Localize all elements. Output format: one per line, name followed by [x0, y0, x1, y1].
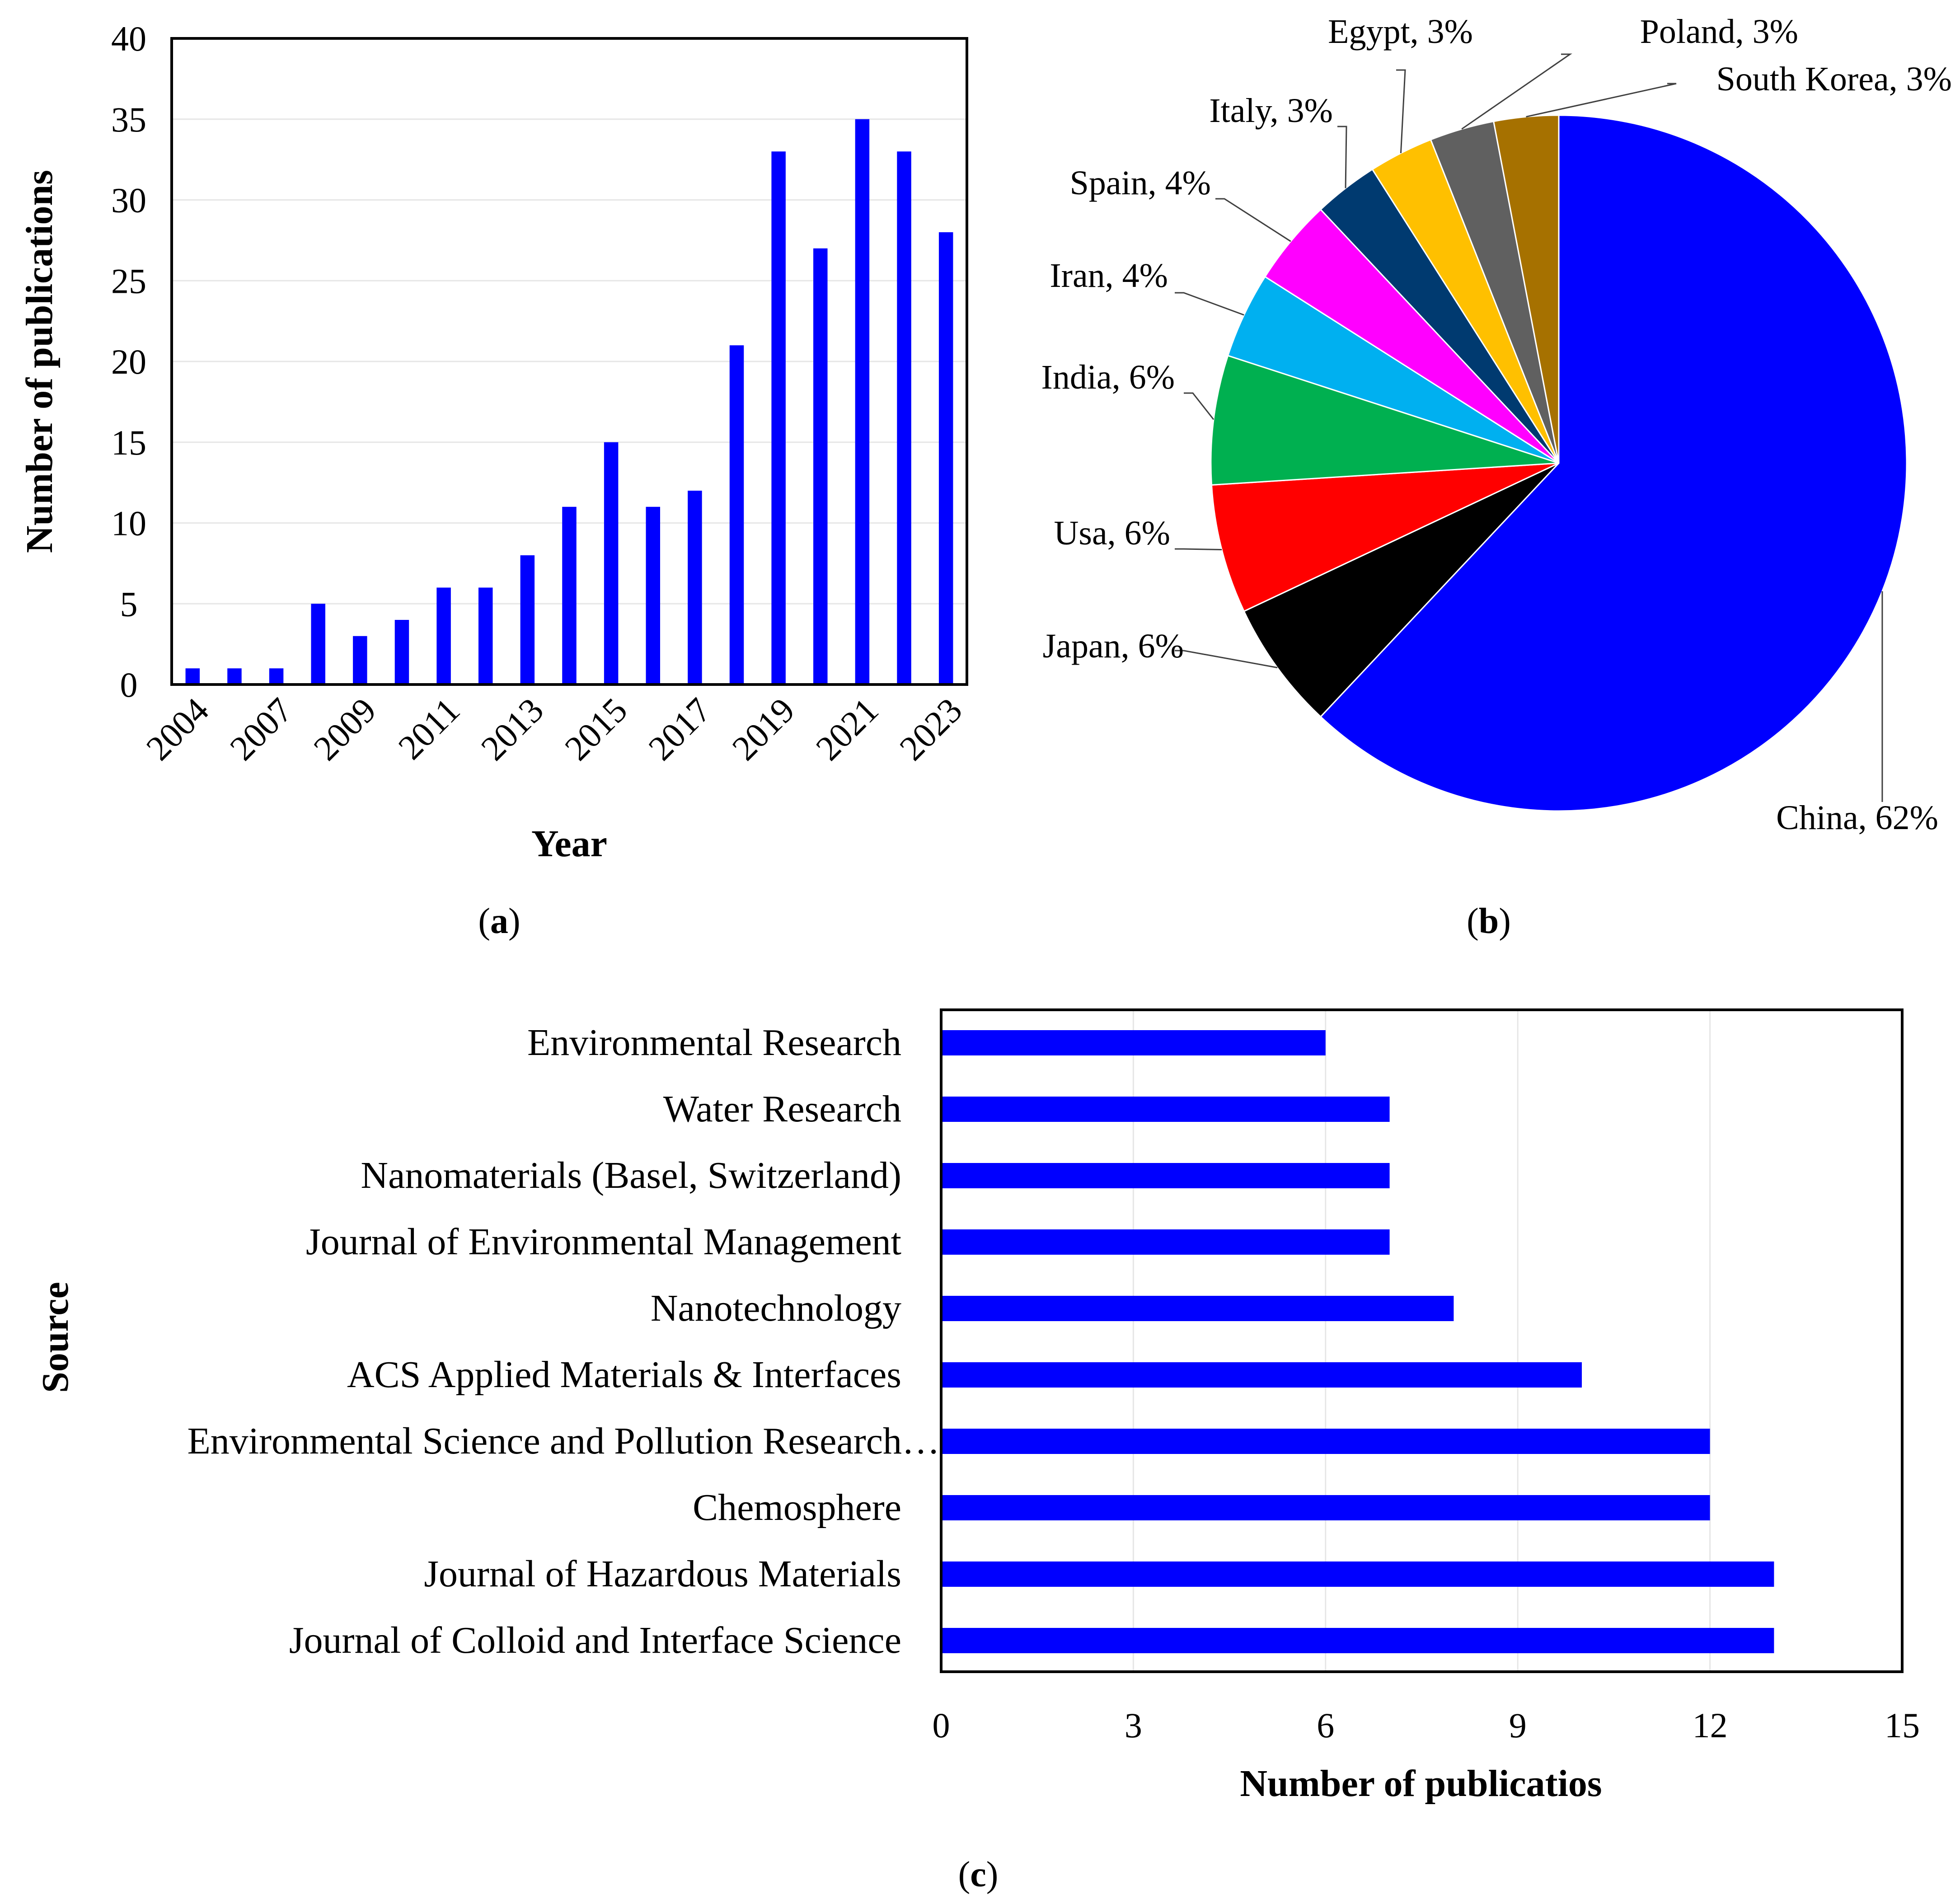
chart-a-bar-2010: [394, 620, 409, 685]
chart-a-y-tick-labels: 0 5 10 15 20 25 30 35 40: [111, 19, 146, 704]
chart-b-label-egypt: Egypt, 3%: [1328, 13, 1473, 51]
chart-b-slice-south-korea: [1492, 114, 1560, 464]
chart-a-y-tick: 40: [111, 19, 146, 58]
chart-a-bar-2015: [604, 442, 619, 685]
chart-c-bar: [941, 1296, 1454, 1321]
chart-c-bar: [941, 1362, 1582, 1388]
chart-b-label-south-korea: South Korea, 3%: [1716, 60, 1952, 98]
chart-a-bar-2014: [562, 506, 577, 685]
chart-a-bar-2016: [646, 506, 661, 685]
chart-c-x-axis-title: Number of publicatios: [1240, 1763, 1602, 1805]
chart-c-bar: [941, 1229, 1390, 1255]
chart-c-x-tick: 6: [1317, 1706, 1334, 1745]
chart-a-y-tick: 35: [111, 100, 146, 139]
chart-b-slice-iran: [1227, 276, 1559, 464]
chart-c-source-label: Nanotechnology: [651, 1287, 901, 1329]
chart-a-bar-2019: [771, 151, 786, 685]
chart-b-country-share-pie: China, 62% Japan, 6% Usa, 6% India, 6% Iran,…: [1041, 13, 1952, 941]
chart-a-y-tick: 10: [111, 504, 146, 543]
chart-c-source-label: Journal of Hazardous Materials: [424, 1553, 901, 1595]
panel-label-a: (a): [478, 901, 520, 941]
chart-c-source-label: Environmental Research: [527, 1022, 901, 1064]
chart-c-x-tick: 12: [1693, 1706, 1728, 1745]
panel-label-c: (c): [958, 1855, 999, 1894]
chart-b-label-italy: Italy, 3%: [1209, 92, 1333, 130]
chart-b-slice-china: [1319, 114, 1908, 812]
chart-c-bar: [941, 1495, 1710, 1520]
chart-a-bar-2007: [269, 668, 284, 685]
chart-b-leader-line: [1175, 292, 1244, 316]
chart-a-bar-2020: [813, 248, 828, 685]
chart-b-label-japan: Japan, 6%: [1043, 627, 1184, 665]
chart-b-leader-line: [1396, 69, 1406, 154]
chart-a-bar-2013: [520, 555, 535, 685]
chart-a-y-tick: 25: [111, 261, 146, 300]
chart-a-bar-2023: [938, 232, 953, 685]
chart-c-bar: [941, 1628, 1774, 1653]
chart-c-x-tick: 0: [933, 1706, 950, 1745]
chart-a-x-axis-title: Year: [531, 823, 607, 865]
chart-a-y-tick: 20: [111, 342, 146, 381]
chart-b-label-spain: Spain, 4%: [1070, 164, 1211, 202]
chart-c-source-label: Chemosphere: [693, 1486, 901, 1529]
panel-label-b: (b): [1467, 901, 1511, 941]
chart-b-label-india: India, 6%: [1041, 358, 1175, 396]
chart-c-publications-by-source: 0 3 6 9 12 15 Environmental Research Water Res…: [34, 1008, 1920, 1894]
chart-b-slice-japan: [1243, 462, 1560, 718]
chart-c-plot-frame: [940, 1008, 1904, 1673]
chart-b-slice-spain: [1264, 208, 1560, 464]
chart-b-label-poland: Poland, 3%: [1640, 13, 1798, 51]
chart-a-bar-2022: [897, 151, 911, 685]
chart-a-y-axis-title: Number of publications: [19, 170, 61, 553]
chart-a-y-tick: 15: [111, 423, 146, 462]
chart-b-leader-lines: [1175, 53, 1883, 802]
chart-a-bar-2006: [227, 668, 242, 685]
chart-c-source-label: Journal of Environmental Management: [306, 1221, 901, 1263]
chart-c-x-tick: 9: [1509, 1706, 1527, 1745]
chart-c-bar: [941, 1429, 1710, 1454]
chart-b-slices: [1210, 114, 1908, 812]
chart-b-label-china: China, 62%: [1776, 799, 1938, 837]
chart-c-source-labels: Environmental Research Water Research Nano…: [187, 1022, 940, 1661]
chart-c-bar: [941, 1561, 1774, 1587]
chart-b-label-usa: Usa, 6%: [1054, 514, 1170, 552]
chart-a-bar-2011: [436, 587, 451, 685]
chart-b-leader-line: [1184, 392, 1214, 420]
chart-c-x-tick-labels: 0 3 6 9 12 15: [933, 1706, 1920, 1745]
chart-a-bar-2012: [478, 587, 493, 685]
chart-b-leader-line: [1461, 53, 1572, 130]
chart-c-source-label: Environmental Science and Pollution Rese…: [187, 1420, 940, 1462]
chart-c-source-label: ACS Applied Materials & Interfaces: [347, 1354, 901, 1396]
chart-a-bar-2018: [729, 345, 744, 685]
chart-b-label-iran: Iran, 4%: [1050, 257, 1168, 295]
chart-c-source-label: Journal of Colloid and Interface Science: [289, 1619, 901, 1661]
chart-c-x-tick: 15: [1885, 1706, 1920, 1745]
chart-b-slice-india: [1210, 355, 1559, 486]
chart-a-y-tick: 5: [120, 584, 138, 624]
chart-a-y-tick: 0: [120, 665, 138, 704]
chart-b-leader-line: [1337, 126, 1347, 188]
chart-c-x-tick: 3: [1125, 1706, 1142, 1745]
chart-c-source-label: Water Research: [663, 1088, 901, 1130]
chart-b-leader-line: [1215, 198, 1291, 242]
chart-a-bar-2009: [353, 636, 367, 685]
chart-a-bar-2008: [311, 604, 325, 685]
chart-a-bars: [185, 119, 953, 685]
chart-a-bar-2021: [855, 119, 870, 685]
chart-c-bar: [941, 1030, 1326, 1055]
chart-b-leader-line: [1175, 650, 1278, 669]
chart-c-source-label: Nanomaterials (Basel, Switzerland): [361, 1154, 901, 1196]
chart-c-bar: [941, 1163, 1390, 1188]
chart-b-slice-usa: [1210, 462, 1559, 612]
chart-b-slice-labels: China, 62% Japan, 6% Usa, 6% India, 6% Iran,…: [1041, 13, 1952, 837]
chart-c-bars: [941, 1030, 1774, 1653]
chart-a-y-tick: 30: [111, 181, 146, 220]
chart-c-y-axis-title: Source: [34, 1282, 76, 1393]
chart-a-bar-2017: [688, 491, 702, 685]
chart-a-plot-frame: [170, 37, 968, 686]
chart-c-bar: [941, 1097, 1390, 1122]
chart-b-leader-line: [1526, 83, 1677, 117]
chart-a-bar-2004: [185, 668, 200, 685]
